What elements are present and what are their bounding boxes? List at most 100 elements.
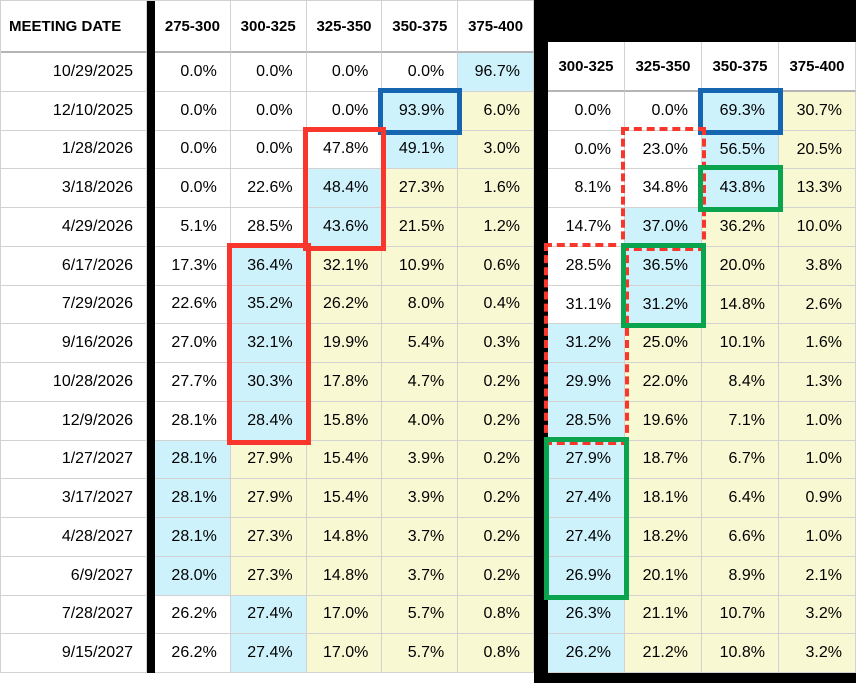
probability-cell: 27.9% bbox=[230, 479, 307, 518]
meeting-date-cell: 3/17/2027 bbox=[1, 479, 147, 518]
rate-bucket-header: 375-400 bbox=[458, 1, 534, 53]
probability-cell: 0.2% bbox=[458, 479, 534, 518]
probability-cell: 47.8% bbox=[306, 130, 383, 170]
probability-cell: 3.7% bbox=[382, 518, 459, 557]
probability-cell: 3.0% bbox=[458, 130, 534, 170]
probability-cell: 18.1% bbox=[625, 479, 702, 519]
probability-cell: 27.4% bbox=[230, 595, 307, 635]
probability-cell: 28.0% bbox=[155, 556, 231, 596]
probability-cell: 0.0% bbox=[230, 130, 307, 170]
probability-cell: 28.1% bbox=[155, 440, 231, 480]
probability-cell: 0.0% bbox=[382, 53, 459, 92]
probability-cell: 28.5% bbox=[548, 246, 625, 286]
probability-cell: 28.1% bbox=[155, 401, 231, 441]
probability-cell: 36.2% bbox=[702, 208, 779, 247]
probability-cell: 27.4% bbox=[548, 479, 625, 519]
probability-cell: 2.1% bbox=[779, 556, 856, 596]
probability-cell: 8.4% bbox=[702, 363, 779, 402]
probability-cell: 21.5% bbox=[382, 208, 459, 247]
meeting-date-cell: 3/18/2026 bbox=[1, 169, 147, 208]
probability-cell: 1.0% bbox=[779, 401, 856, 441]
probability-cell: 2.6% bbox=[779, 285, 856, 325]
probability-cell: 56.5% bbox=[702, 130, 779, 170]
probability-cell: 0.2% bbox=[458, 556, 534, 596]
probability-cell: 0.2% bbox=[458, 363, 534, 402]
probability-cell: 0.0% bbox=[155, 91, 231, 131]
probability-cell: 35.2% bbox=[230, 285, 307, 325]
probability-cell: 0.2% bbox=[458, 440, 534, 480]
probability-cell: 31.1% bbox=[548, 285, 625, 325]
probability-cell: 0.2% bbox=[458, 518, 534, 557]
probability-cell: 32.1% bbox=[230, 324, 307, 363]
probability-cell: 18.2% bbox=[625, 518, 702, 557]
probability-cell: 26.2% bbox=[155, 634, 231, 673]
probability-cell: 20.1% bbox=[625, 556, 702, 596]
rate-bucket-header: 375-400 bbox=[779, 42, 856, 92]
probability-cell: 36.5% bbox=[625, 246, 702, 286]
right-table-backdrop: 300-325 325-350 350-375 375-400 0.0% 0.0% 69.3… bbox=[534, 0, 856, 683]
probability-cell: 17.3% bbox=[155, 246, 231, 286]
probability-cell: 27.4% bbox=[548, 518, 625, 557]
meeting-date-cell: 1/27/2027 bbox=[1, 440, 147, 480]
probability-cell: 0.0% bbox=[230, 53, 307, 92]
probability-cell: 3.2% bbox=[779, 595, 856, 635]
probability-cell: 17.0% bbox=[306, 634, 383, 673]
probability-cell: 28.1% bbox=[155, 518, 231, 557]
probability-cell: 10.7% bbox=[702, 595, 779, 635]
probability-cell: 31.2% bbox=[548, 324, 625, 364]
probability-cell: 5.4% bbox=[382, 324, 459, 363]
probability-cell: 27.0% bbox=[155, 324, 231, 363]
probability-cell: 10.1% bbox=[702, 324, 779, 364]
probability-cell: 0.0% bbox=[548, 92, 625, 131]
probability-cell: 1.2% bbox=[458, 208, 534, 247]
meeting-date-cell: 7/29/2026 bbox=[1, 285, 147, 325]
probability-cell: 26.9% bbox=[548, 556, 625, 596]
meeting-date-cell: 12/10/2025 bbox=[1, 91, 147, 131]
probability-cell: 0.2% bbox=[458, 401, 534, 441]
probability-cell: 15.4% bbox=[306, 440, 383, 480]
rate-bucket-header: 300-325 bbox=[230, 1, 307, 53]
probability-cell: 15.8% bbox=[306, 401, 383, 441]
probability-cell: 19.9% bbox=[306, 324, 383, 363]
probability-cell: 25.0% bbox=[625, 324, 702, 364]
probability-cell: 0.8% bbox=[458, 595, 534, 635]
rate-bucket-header: 300-325 bbox=[548, 42, 625, 92]
meeting-date-cell: 10/29/2025 bbox=[1, 53, 147, 92]
meeting-date-cell: 6/9/2027 bbox=[1, 556, 147, 596]
left-probability-table: MEETING DATE 275-300 300-325 325-350 350-375… bbox=[0, 0, 534, 673]
probability-cell: 20.0% bbox=[702, 246, 779, 286]
probability-cell: 22.6% bbox=[230, 169, 307, 208]
probability-cell: 0.0% bbox=[548, 130, 625, 170]
probability-cell: 1.6% bbox=[458, 169, 534, 208]
probability-cell: 69.3% bbox=[702, 92, 779, 131]
probability-cell: 26.2% bbox=[155, 595, 231, 635]
probability-cell: 31.2% bbox=[625, 285, 702, 325]
probability-cell: 27.4% bbox=[230, 634, 307, 673]
probability-cell: 3.2% bbox=[779, 634, 856, 673]
probability-cell: 4.7% bbox=[382, 363, 459, 402]
probability-cell: 14.8% bbox=[702, 285, 779, 325]
probability-cell: 17.0% bbox=[306, 595, 383, 635]
probability-cell: 21.2% bbox=[625, 634, 702, 673]
probability-cell: 14.8% bbox=[306, 556, 383, 596]
probability-cell: 43.6% bbox=[306, 208, 383, 247]
probability-cell: 26.3% bbox=[548, 595, 625, 635]
probability-cell: 1.6% bbox=[779, 324, 856, 364]
meeting-date-cell: 9/16/2026 bbox=[1, 324, 147, 363]
probability-cell: 15.4% bbox=[306, 479, 383, 518]
probability-cell: 28.5% bbox=[230, 208, 307, 247]
probability-cell: 0.0% bbox=[625, 92, 702, 131]
right-probability-table: 300-325 325-350 350-375 375-400 0.0% 0.0% 69.3… bbox=[548, 42, 856, 673]
rate-bucket-header: 325-350 bbox=[625, 42, 702, 92]
probability-cell: 27.3% bbox=[382, 169, 459, 208]
probability-cell: 27.9% bbox=[230, 440, 307, 480]
probability-cell: 27.9% bbox=[548, 440, 625, 480]
probability-cell: 0.4% bbox=[458, 285, 534, 325]
meeting-date-column-divider bbox=[147, 1, 155, 673]
probability-cell: 36.4% bbox=[230, 246, 307, 286]
probability-cell: 10.8% bbox=[702, 634, 779, 673]
probability-cell: 0.8% bbox=[458, 634, 534, 673]
probability-cell: 96.7% bbox=[458, 53, 534, 92]
probability-cell: 8.0% bbox=[382, 285, 459, 325]
